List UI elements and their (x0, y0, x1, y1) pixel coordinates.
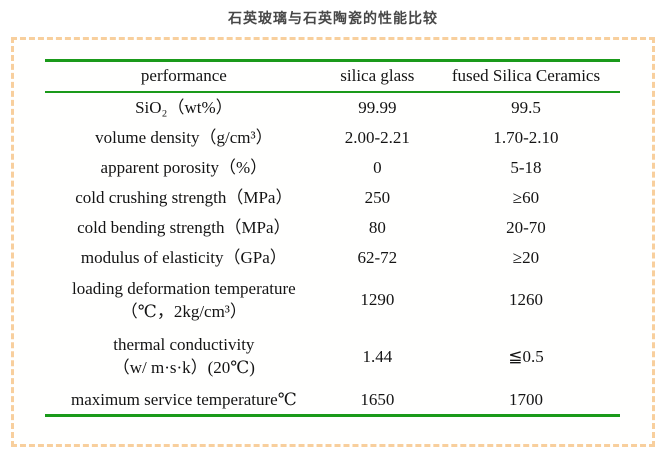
silica-glass-value: 62-72 (357, 247, 398, 267)
silica-glass-value: 0 (373, 157, 382, 177)
column-header-silica-glass: silica glass (340, 66, 415, 86)
column-header-fused-silica-ceramics: fused Silica Ceramics (451, 66, 601, 86)
table-row: thermal conductivity （w/ m·s·k）(20℃) 1.4… (45, 328, 620, 386)
fused-ceramics-value: 99.5 (511, 97, 541, 117)
fused-ceramics-value: 20-70 (506, 217, 546, 237)
silica-glass-value: 99.99 (358, 97, 397, 117)
fused-ceramics-value: ≥60 (512, 187, 540, 207)
row-label: SiO₂（wt%） (135, 97, 233, 117)
row-label: cold bending strength（MPa） (77, 217, 291, 237)
row-label: loading deformation temperature （℃，2kg/c… (71, 278, 296, 321)
table-row: volume density（g/cm³） 2.00-2.21 1.70-2.1… (45, 123, 620, 153)
column-header-performance: performance (140, 66, 227, 86)
row-label: maximum service temperature℃ (70, 389, 297, 409)
table-row: SiO₂（wt%） 99.99 99.5 (45, 93, 620, 123)
silica-glass-value: 80 (368, 217, 386, 237)
fused-ceramics-value: 5-18 (510, 157, 542, 177)
page-title: 石英玻璃与石英陶瓷的性能比较 (228, 10, 438, 26)
fused-ceramics-value: 1700 (508, 389, 543, 409)
row-label: thermal conductivity （w/ m·s·k）(20℃) (112, 335, 255, 377)
row-label: volume density（g/cm³） (95, 127, 273, 147)
fused-ceramics-value: 1260 (508, 290, 543, 310)
silica-glass-value: 1650 (360, 389, 395, 409)
table-row: apparent porosity（%） 0 5-18 (45, 153, 620, 183)
table-row: maximum service temperature℃ 1650 1700 (45, 386, 620, 414)
fused-ceramics-value: ≥20 (512, 247, 540, 267)
silica-glass-value: 250 (364, 187, 391, 207)
silica-glass-value: 1290 (360, 290, 395, 310)
silica-glass-value: 1.44 (362, 346, 393, 366)
silica-glass-value: 2.00-2.21 (344, 127, 410, 147)
row-label: cold crushing strength（MPa） (75, 187, 293, 207)
table-row: cold crushing strength（MPa） 250 ≥60 (45, 183, 620, 213)
performance-comparison-table: performance silica glass fused Silica Ce… (45, 59, 620, 417)
dashed-border-frame: performance silica glass fused Silica Ce… (11, 37, 655, 447)
table-header-row: performance silica glass fused Silica Ce… (45, 62, 620, 93)
row-label: modulus of elasticity（GPa） (80, 247, 287, 267)
table-row: loading deformation temperature （℃，2kg/c… (45, 273, 620, 328)
table-row: cold bending strength（MPa） 80 20-70 (45, 213, 620, 243)
table-row: modulus of elasticity（GPa） 62-72 ≥20 (45, 243, 620, 273)
fused-ceramics-value: 1.70-2.10 (493, 127, 559, 147)
row-label: apparent porosity（%） (100, 157, 268, 177)
fused-ceramics-value: ≦0.5 (508, 346, 544, 366)
